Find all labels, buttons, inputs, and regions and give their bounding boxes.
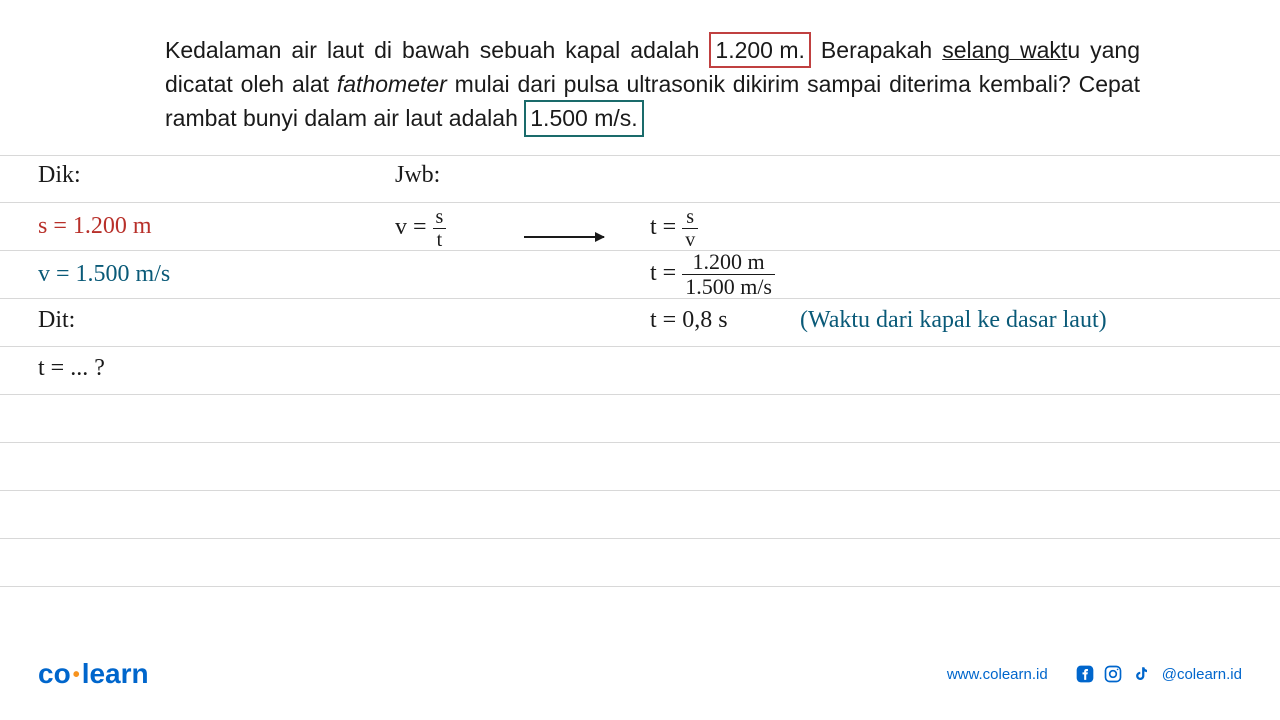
formula-t: t = sv [650,207,698,250]
footer: co•learn www.colearn.id @colearn.id [0,654,1280,694]
result-t: t = 0,8 s [650,307,728,334]
dit-label: Dit: [38,307,75,334]
result-note: (Waktu dari kapal ke dasar laut) [800,307,1107,334]
brand-logo: co•learn [38,658,149,690]
dik-label: Dik: [38,162,81,189]
arrow-icon [520,223,608,250]
facebook-icon [1074,663,1096,685]
calc-t: t = 1.200 m1.500 m/s [650,251,775,298]
given-s: s = 1.200 m [38,213,152,240]
social-handle: @colearn.id [1162,666,1242,683]
instagram-icon [1102,663,1124,685]
jwb-label: Jwb: [395,162,440,189]
boxed-value-speed: 1.500 m/s. [524,100,643,136]
tiktok-icon [1130,663,1152,685]
asked-t: t = ... ? [38,355,105,382]
footer-url: www.colearn.id [947,666,1048,683]
boxed-value-depth: 1.200 m. [709,32,811,68]
question-text: Kedalaman air laut di bawah sebuah kapal… [0,0,1280,155]
solution-area: Dik: Jwb: s = 1.200 m v = st t = sv v = … [0,155,1280,587]
given-v: v = 1.500 m/s [38,261,170,288]
formula-v: v = st [395,207,446,250]
social-icons: @colearn.id [1074,663,1242,685]
